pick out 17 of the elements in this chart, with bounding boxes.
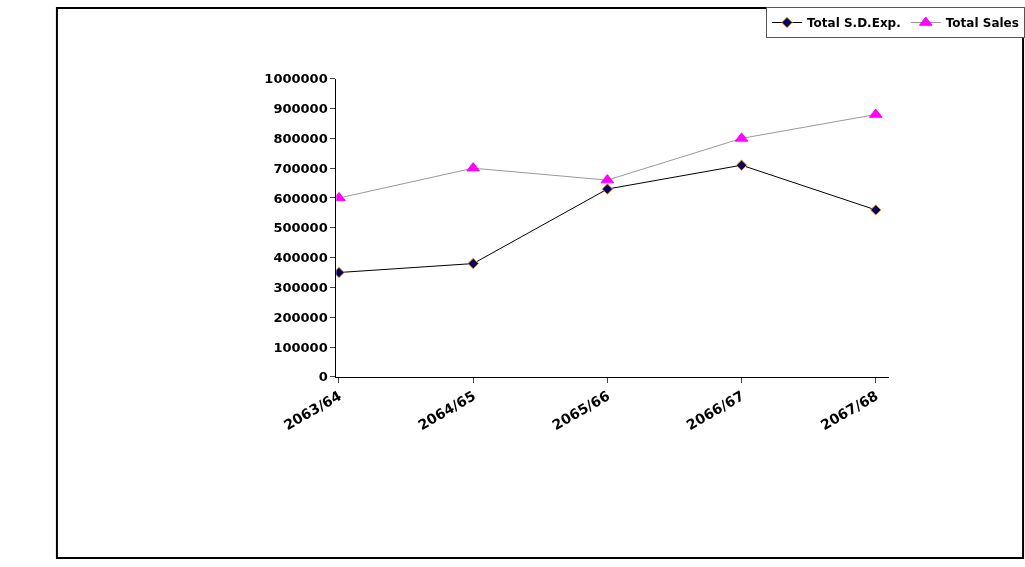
- y-tick-label: 200000: [273, 309, 328, 325]
- y-tick-label: 600000: [273, 190, 328, 206]
- legend-label: Total Sales: [945, 16, 1019, 31]
- point: [467, 257, 479, 270]
- y-tick-label: 300000: [273, 279, 328, 295]
- y-tick-label: 1000000: [264, 71, 328, 87]
- y-tick-label: 0: [318, 369, 328, 385]
- y-tick-label: 100000: [273, 339, 328, 355]
- y-tick-label: 700000: [273, 160, 328, 176]
- point: [735, 159, 748, 171]
- y-tick-label: 900000: [273, 101, 328, 117]
- legend-label: Total S.D.Exp.: [807, 16, 901, 31]
- y-tick-label: 800000: [273, 130, 328, 146]
- point: [870, 204, 882, 216]
- y-tick-label: 400000: [273, 250, 328, 266]
- y-tick-label: 500000: [273, 220, 328, 236]
- point: [601, 183, 614, 195]
